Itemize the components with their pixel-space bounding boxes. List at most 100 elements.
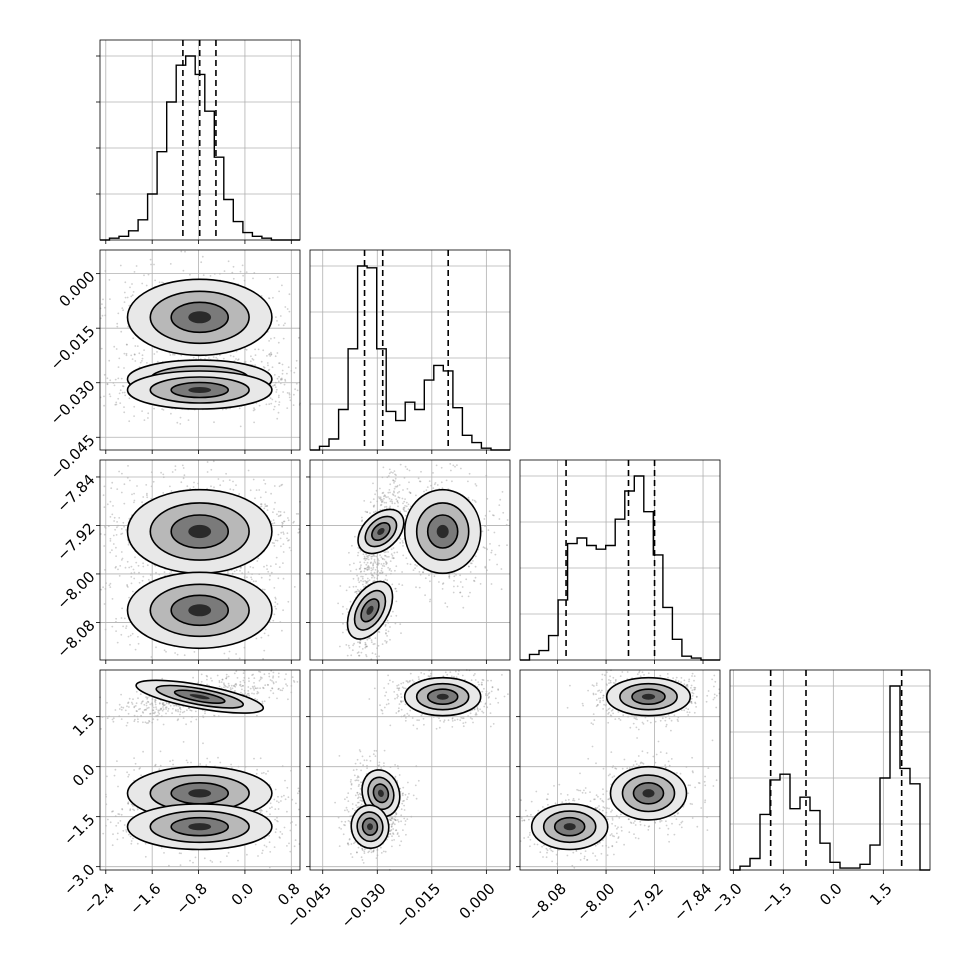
sample-point	[283, 383, 286, 386]
sample-point	[265, 403, 268, 406]
sample-point	[226, 686, 229, 689]
sample-point	[200, 673, 203, 676]
sample-point	[182, 477, 185, 480]
sample-point	[365, 643, 367, 646]
sample-point	[348, 563, 351, 566]
sample-point	[277, 341, 280, 344]
sample-point	[342, 631, 344, 634]
sample-point	[255, 489, 258, 491]
sample-point	[242, 274, 245, 277]
sample-point	[399, 623, 402, 625]
sample-point	[286, 407, 289, 409]
sample-point	[112, 717, 115, 720]
sample-point	[468, 472, 471, 475]
sample-point	[127, 586, 129, 588]
sample-point	[144, 721, 147, 724]
sample-point	[176, 653, 179, 656]
sample-point	[200, 261, 203, 264]
sample-point	[355, 590, 358, 593]
sample-point	[238, 407, 241, 410]
sample-point	[355, 568, 358, 571]
sample-point	[235, 670, 238, 673]
sample-point	[268, 297, 270, 299]
sample-point	[126, 585, 129, 587]
sample-point	[271, 542, 274, 544]
sample-point	[218, 685, 221, 688]
sample-point	[274, 605, 276, 608]
sample-point	[389, 638, 391, 641]
sample-point	[373, 558, 376, 561]
sample-point	[190, 720, 192, 723]
sample-point	[422, 571, 425, 574]
sample-point	[270, 337, 272, 340]
sample-point	[365, 567, 367, 570]
sample-point	[365, 655, 368, 658]
sample-point	[385, 560, 387, 563]
sample-point	[210, 677, 212, 680]
sample-point	[359, 566, 362, 568]
sample-point	[260, 576, 263, 579]
sample-point	[266, 509, 269, 511]
sample-point	[394, 569, 396, 572]
sample-point	[271, 366, 274, 369]
sample-point	[106, 383, 109, 386]
sample-point	[363, 561, 366, 564]
sample-point	[123, 391, 126, 394]
sample-point	[271, 398, 274, 401]
sample-point	[269, 397, 272, 400]
sample-point	[272, 676, 274, 679]
sample-point	[372, 498, 375, 500]
sample-point	[473, 499, 476, 502]
sample-point	[371, 576, 373, 579]
sample-point	[122, 309, 124, 312]
sample-point	[142, 565, 145, 568]
sample-point	[351, 649, 354, 652]
sample-point	[448, 577, 451, 579]
sample-point	[372, 563, 374, 566]
sample-point	[365, 582, 368, 585]
sample-point	[112, 720, 115, 723]
sample-point	[165, 702, 168, 705]
sample-point	[126, 721, 129, 724]
sample-point	[162, 473, 165, 476]
sample-point	[234, 683, 237, 686]
sample-point	[251, 692, 253, 695]
sample-point	[215, 356, 218, 359]
sample-point	[229, 687, 232, 689]
sample-point	[292, 521, 295, 524]
sample-point	[351, 544, 353, 547]
sample-point	[245, 271, 248, 273]
sample-point	[286, 532, 289, 535]
sample-point	[405, 557, 408, 559]
sample-point	[235, 653, 238, 655]
sample-point	[296, 389, 299, 392]
sample-point	[359, 588, 362, 591]
sample-point	[130, 582, 133, 585]
sample-point	[127, 701, 130, 704]
sample-point	[449, 463, 452, 465]
sample-point	[146, 492, 148, 495]
sample-point	[469, 571, 472, 573]
sample-point	[235, 358, 237, 360]
sample-point	[381, 501, 383, 503]
sample-point	[379, 487, 381, 490]
sample-point	[361, 575, 364, 578]
sample-point	[155, 708, 158, 710]
sample-point	[366, 511, 369, 514]
sample-point	[272, 519, 275, 521]
sample-point	[153, 407, 155, 410]
sample-point	[235, 682, 237, 685]
sample-point	[353, 642, 355, 645]
sample-point	[146, 698, 148, 700]
sample-point	[109, 500, 112, 503]
sample-point	[358, 645, 361, 648]
sample-point	[453, 585, 455, 588]
sample-point	[252, 409, 255, 412]
sample-point	[263, 565, 265, 568]
sample-point	[274, 539, 277, 542]
sample-point	[194, 710, 197, 713]
sample-point	[109, 395, 112, 398]
sample-point	[115, 546, 117, 549]
sample-point	[370, 567, 373, 569]
